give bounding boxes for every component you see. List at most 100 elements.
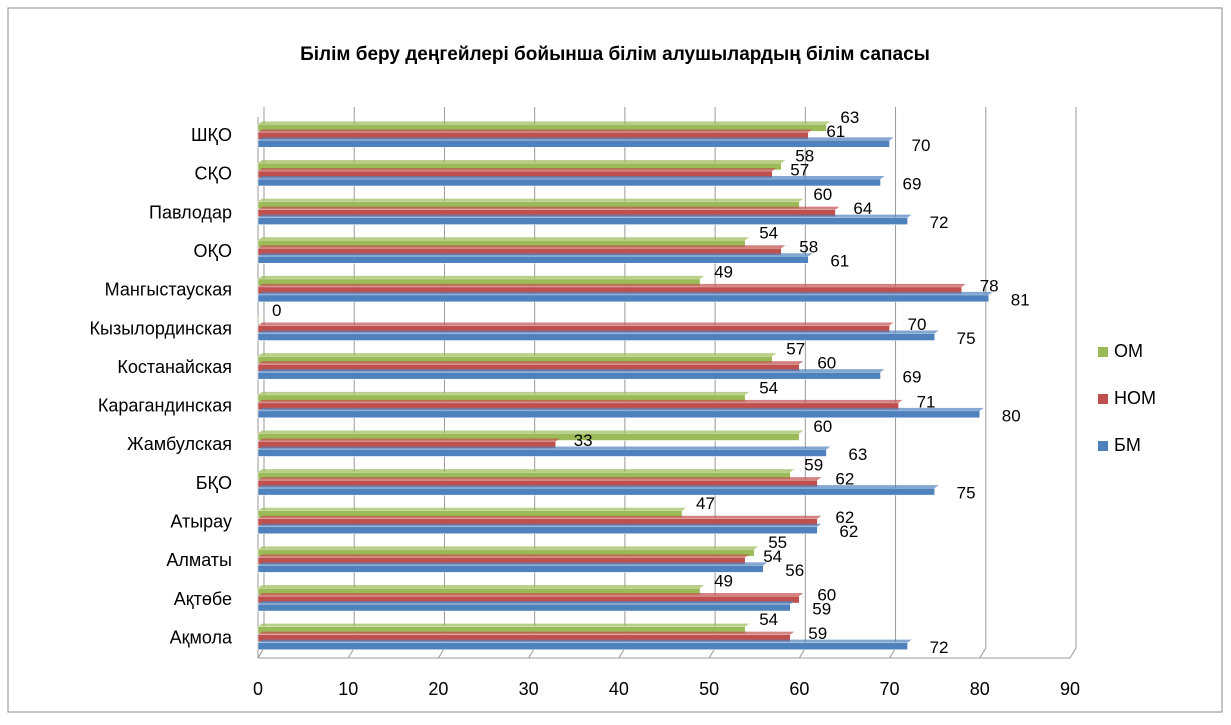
bar-top: [258, 291, 993, 295]
value-label: 47: [696, 494, 715, 513]
bar-top: [258, 399, 903, 403]
value-label: 61: [830, 252, 849, 271]
bar-top: [258, 469, 795, 473]
bar: [257, 178, 881, 187]
bar: [257, 565, 764, 573]
bar-top: [258, 515, 822, 519]
y-tick-label: Ақтөбе: [174, 589, 232, 609]
value-label: 58: [799, 238, 818, 257]
bar-top: [258, 554, 750, 558]
bar-top: [258, 446, 831, 450]
bar-top: [258, 214, 912, 218]
legend-label: БМ: [1114, 435, 1141, 455]
y-tick-label: Ақмола: [170, 627, 233, 647]
legend-label: ОМ: [1114, 341, 1143, 361]
x-tick-label: 60: [789, 679, 809, 699]
y-tick-label: Кызылординская: [90, 318, 232, 338]
bar: [257, 217, 908, 225]
x-tick-label: 70: [880, 679, 900, 699]
bar-top: [258, 639, 912, 643]
bar: [257, 603, 791, 612]
bar-top: [258, 546, 759, 550]
bar-top: [258, 353, 777, 357]
bar-top: [258, 438, 560, 442]
bar-top: [258, 523, 822, 527]
bar-top: [258, 129, 813, 133]
y-tick-label: Павлодар: [149, 202, 232, 222]
bar-top: [258, 322, 894, 326]
value-label: 57: [790, 160, 809, 179]
value-label: 64: [853, 199, 872, 218]
bar-top: [258, 391, 750, 395]
value-label: 54: [763, 547, 782, 566]
bar-top: [258, 407, 984, 411]
chart-title: Білім беру деңгейлері бойынша білім алуш…: [300, 44, 930, 65]
value-label: 71: [917, 392, 936, 411]
bar: [257, 317, 260, 325]
bar: [257, 256, 809, 264]
bar: [257, 294, 990, 303]
x-tick-label: 40: [609, 679, 629, 699]
y-tick-label: СҚО: [195, 164, 233, 184]
bar: [257, 526, 818, 534]
x-tick-label: 10: [338, 679, 358, 699]
value-label: 60: [813, 185, 832, 204]
bar-top: [258, 585, 705, 589]
value-label: 54: [759, 378, 778, 397]
value-label: 70: [908, 315, 927, 334]
value-label: 72: [930, 638, 949, 657]
legend-swatch: [1098, 347, 1108, 357]
bar: [257, 487, 935, 496]
bar-top: [258, 485, 939, 489]
bar-top: [258, 430, 804, 434]
value-label: 81: [1011, 290, 1030, 309]
bar-top: [258, 361, 804, 365]
y-tick-label: БҚО: [196, 473, 232, 493]
bar-top: [258, 175, 885, 179]
x-tick-label: 50: [699, 679, 719, 699]
value-label: 69: [903, 174, 922, 193]
grid-line: [1069, 107, 1077, 659]
value-label: 49: [714, 572, 733, 591]
value-label: 75: [957, 329, 976, 348]
value-label: 78: [980, 276, 999, 295]
value-label: 63: [848, 445, 867, 464]
value-label: 60: [817, 586, 836, 605]
value-label: 60: [817, 354, 836, 373]
bar-top: [258, 369, 885, 373]
bar-top: [258, 121, 831, 125]
bar-top: [258, 253, 813, 257]
value-label: 54: [759, 610, 778, 629]
value-label: 62: [839, 522, 858, 541]
y-tick-label: Жамбулская: [127, 434, 232, 454]
bar-top: [258, 137, 894, 141]
bar: [257, 140, 890, 148]
bar: [257, 410, 981, 419]
grid-line: [979, 107, 987, 659]
legend-label: НОМ: [1114, 388, 1156, 408]
x-tick-label: 90: [1060, 679, 1080, 699]
value-label: 80: [1002, 406, 1021, 425]
x-tick-label: 20: [428, 679, 448, 699]
bar-top: [258, 477, 822, 481]
value-label: 62: [835, 508, 854, 527]
bar-top: [258, 275, 705, 279]
bar-top: [258, 198, 804, 202]
value-label: 56: [785, 561, 804, 580]
y-tick-label: Мангыстауская: [105, 280, 232, 300]
x-tick-label: 0: [253, 679, 263, 699]
value-label: 58: [795, 146, 814, 165]
y-tick-label: Атырау: [170, 512, 232, 532]
value-label: 59: [808, 624, 827, 643]
bar-top: [258, 330, 939, 334]
bar: [257, 371, 881, 380]
x-tick-label: 80: [970, 679, 990, 699]
legend-swatch: [1098, 441, 1108, 451]
bar-top: [258, 601, 795, 605]
value-label: 55: [768, 533, 787, 552]
value-label: 59: [804, 456, 823, 475]
bar-top: [258, 562, 768, 566]
bar-top: [258, 283, 966, 287]
bar-top: [258, 631, 795, 635]
